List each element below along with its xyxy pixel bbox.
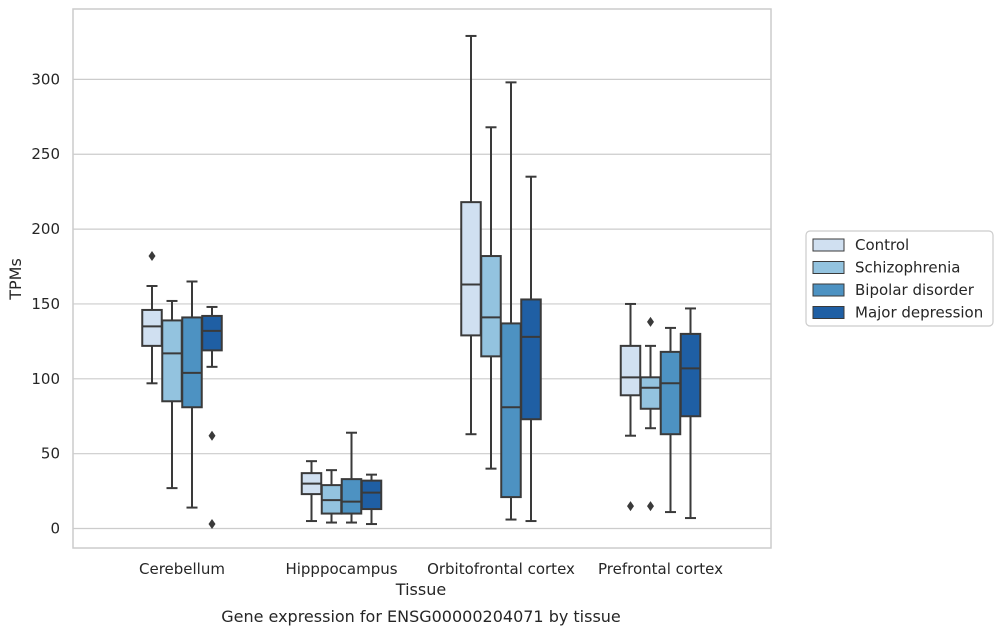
legend-label: Schizophrenia [855,259,960,277]
x-tick-labels: Cerebellum Hipppocampus Orbitofrontal cort… [139,560,723,578]
box-iqr [679,332,702,418]
legend-swatch [812,306,845,319]
box-iqr [340,478,363,515]
box-iqr [360,479,383,511]
box-control [141,251,163,385]
box-iqr [161,319,183,403]
box-plots [141,34,702,530]
box-schizophrenia [639,316,662,512]
box-major-depression [201,305,223,530]
outlier-point [647,501,654,512]
legend-label: Control [855,236,909,254]
outlier-point [208,430,216,441]
box-schizophrenia [161,299,183,490]
legend-swatch [812,238,845,252]
box-iqr [480,255,502,358]
box-bipolar-disorder [181,280,203,509]
legend-label: Major depression [855,304,983,322]
box-iqr [619,344,642,397]
box-iqr [201,314,223,352]
x-tick-label: Prefrontal cortex [598,560,723,578]
y-tick-labels: 0 50 100 150 200 250 300 [31,70,60,537]
box-control [619,302,642,512]
y-tick-label: 200 [31,220,60,238]
chart-title: Gene expression for ENSG00000204071 by t… [221,607,621,626]
box-iqr [520,298,542,421]
box-major-depression [679,307,702,520]
y-tick-label: 150 [31,295,60,313]
box-iqr [639,376,662,410]
box-iqr [141,308,163,347]
x-tick-label: Cerebellum [139,560,225,578]
y-tick-label: 50 [41,445,60,463]
legend-frame [805,230,994,327]
x-tick-label: Hipppocampus [285,560,397,578]
outlier-point [647,316,654,327]
legend: Control Schizophrenia Bipolar disorder Majo… [805,230,994,327]
y-tick-label: 0 [50,520,60,538]
box-iqr [500,322,522,499]
legend-swatch [812,261,845,274]
y-tick-label: 250 [31,145,60,163]
x-axis-label: Tissue [395,580,446,599]
y-tick-label: 100 [31,370,60,388]
outlier-point [627,501,634,512]
outlier-point [208,519,216,530]
box-iqr [460,201,482,337]
box-schizophrenia [480,126,502,470]
y-axis-label: TPMs [6,258,25,301]
box-iqr [181,316,203,409]
box-control [460,34,482,436]
legend-label: Bipolar disorder [855,281,975,299]
box-iqr [659,350,682,436]
plot-frame [72,8,772,549]
legend-swatch [812,283,845,297]
y-tick-label: 300 [31,70,60,88]
box-major-depression [520,175,542,523]
outlier-point [148,251,156,262]
box-control [300,460,323,523]
box-major-depression [360,473,383,526]
x-tick-label: Orbitofrontal cortex [427,560,575,578]
